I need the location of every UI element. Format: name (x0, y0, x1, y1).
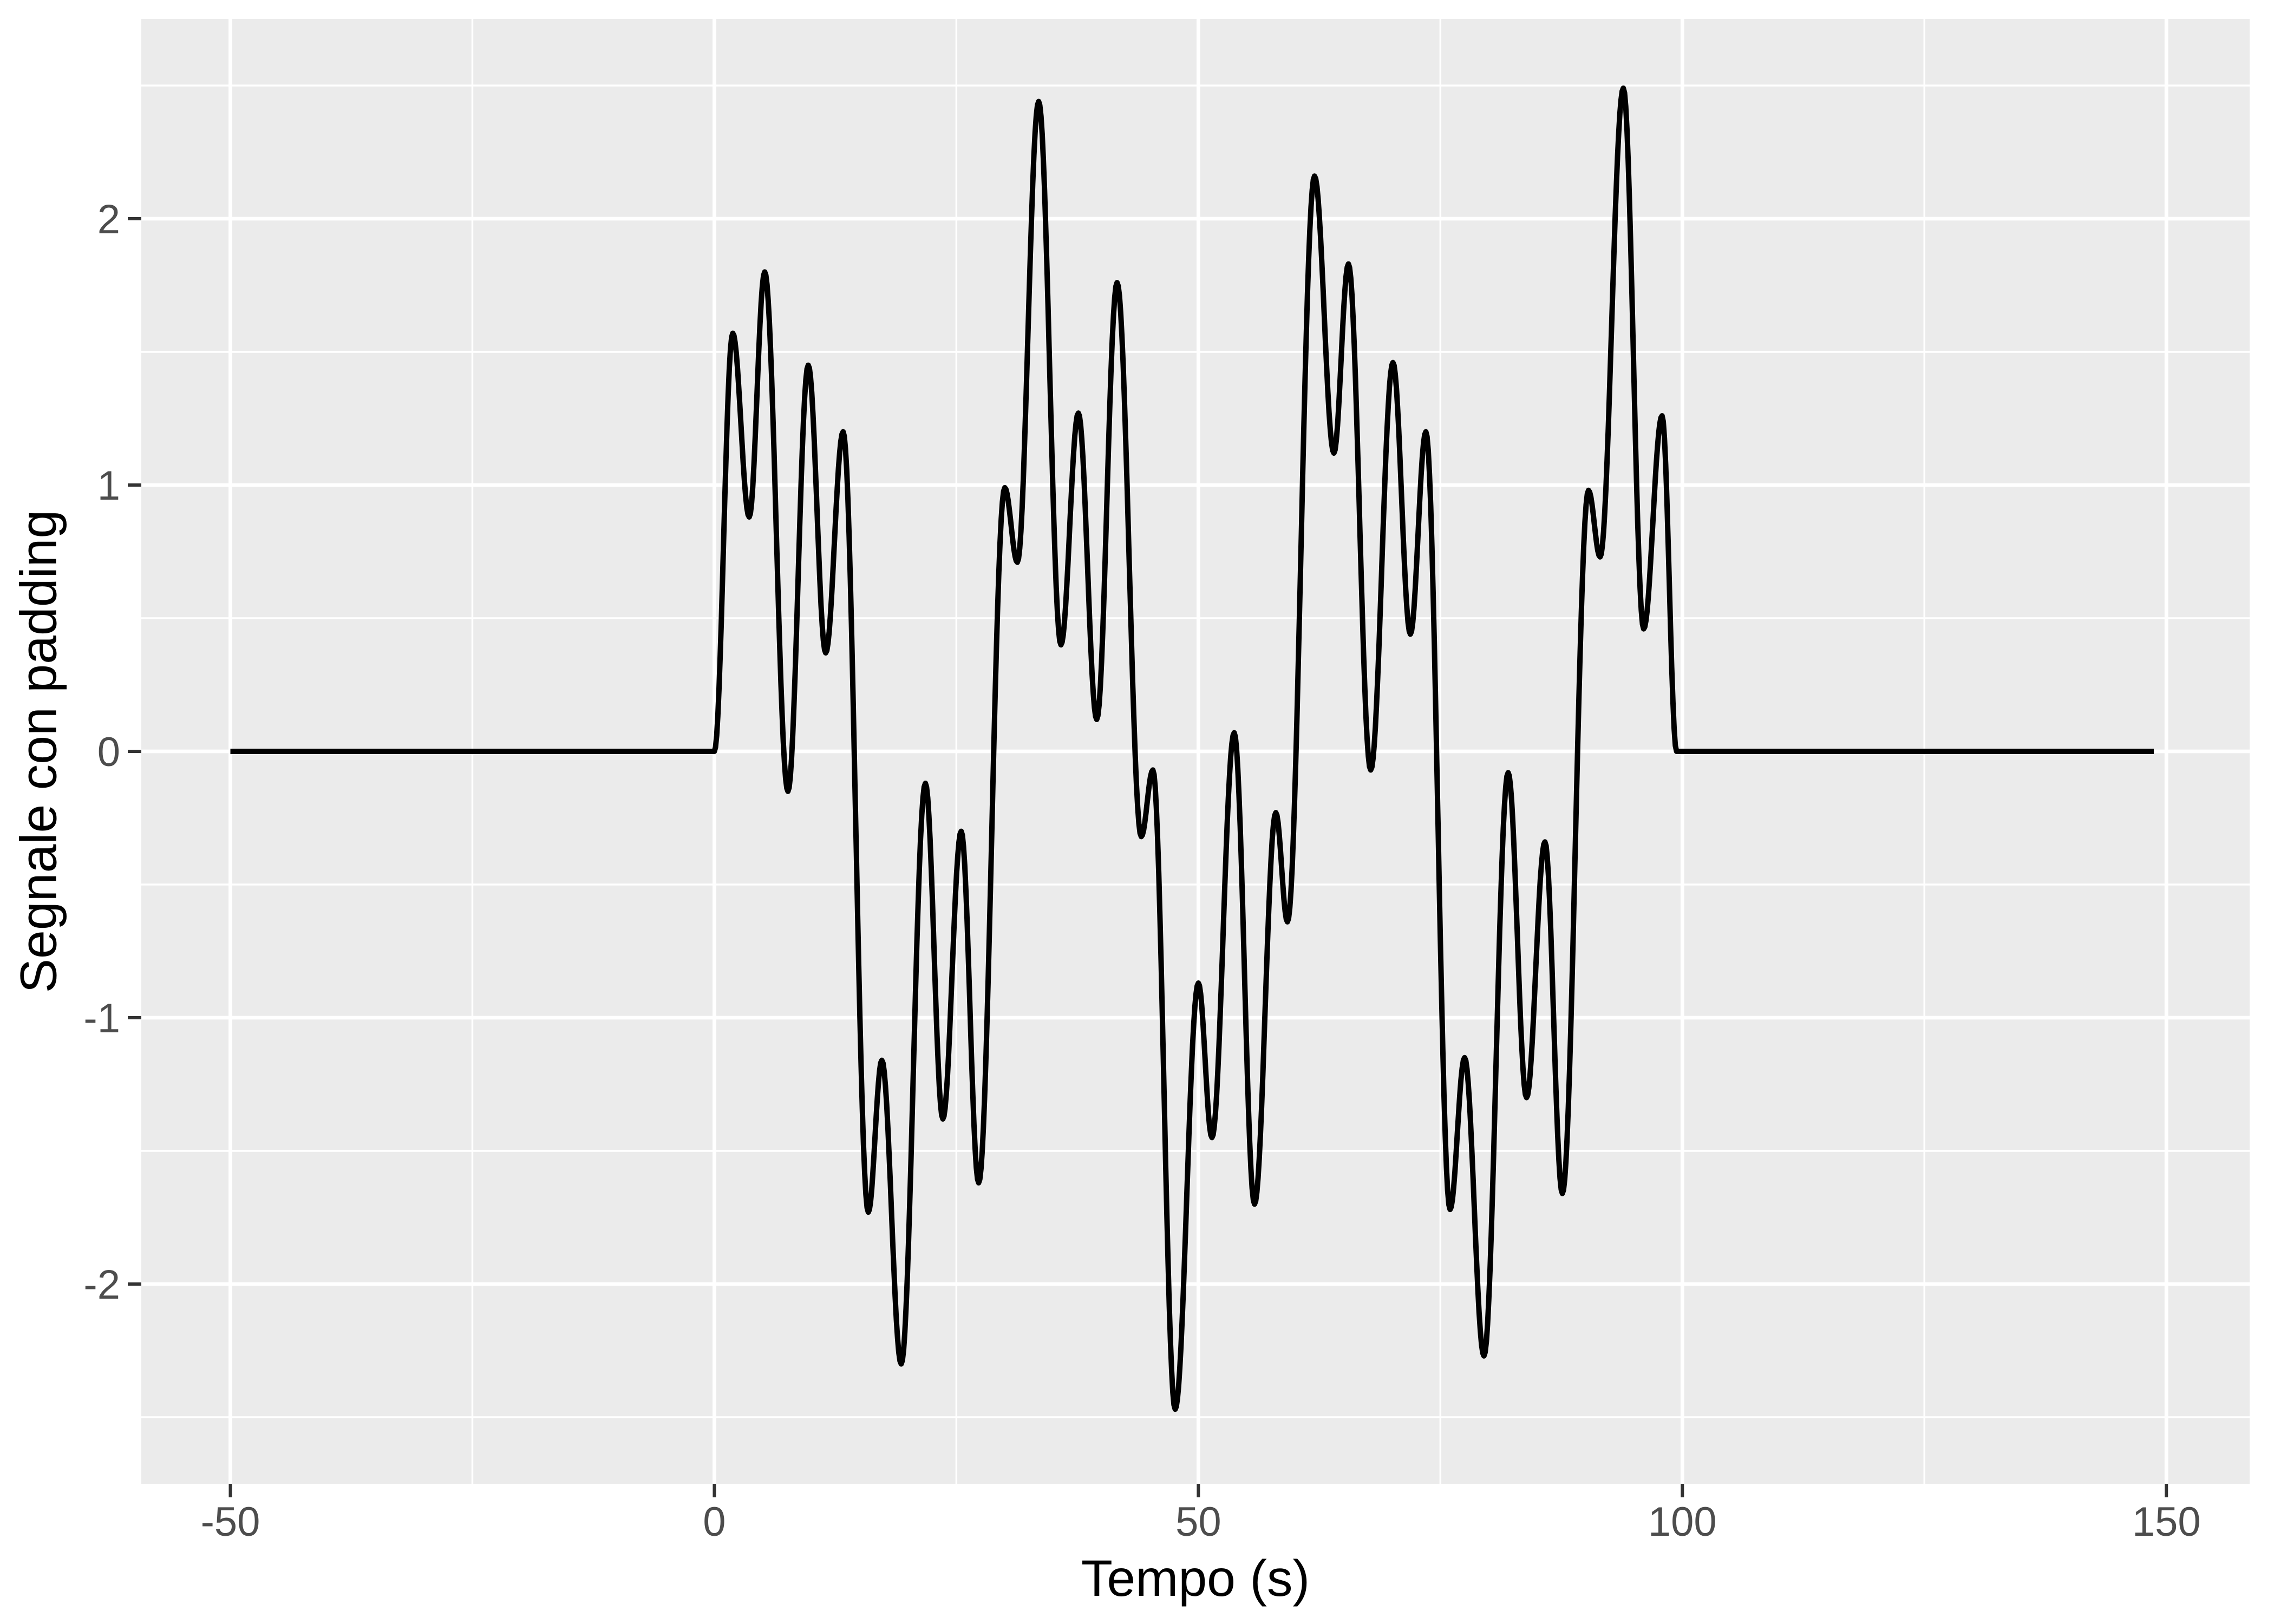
x-axis-title: Tempo (s) (1081, 1550, 1310, 1607)
x-tick-label: 150 (2132, 1499, 2201, 1545)
x-tick-label: 0 (703, 1499, 726, 1545)
y-tick-label: 0 (97, 729, 120, 775)
y-tick-label: -2 (83, 1262, 120, 1308)
x-tick-label: -50 (201, 1499, 260, 1545)
signal-line (230, 85, 2154, 1412)
y-tick-label: -1 (83, 996, 120, 1042)
y-tick-label: 2 (97, 197, 120, 243)
x-tick-label: 50 (1175, 1499, 1221, 1545)
x-tick-label: 100 (1648, 1499, 1717, 1545)
y-axis-title: Segnale con padding (10, 509, 68, 993)
y-tick-label: 1 (97, 463, 120, 509)
